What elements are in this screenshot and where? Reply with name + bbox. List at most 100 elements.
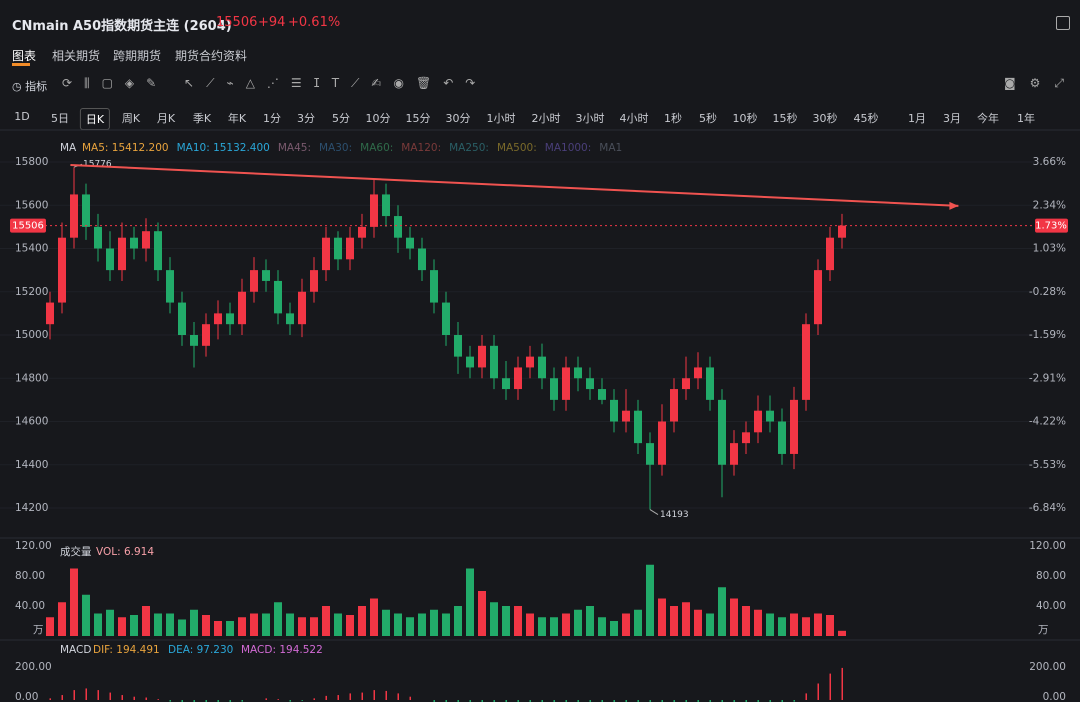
volume-bar	[118, 617, 126, 636]
timeframe[interactable]: 今年	[977, 112, 999, 125]
volume-tick-label: 120.00	[15, 540, 52, 552]
timeframe[interactable]: 周K	[121, 112, 141, 125]
legend-item: MA1000:	[545, 142, 592, 154]
timeframe[interactable]: 15分	[405, 112, 431, 125]
timeframe[interactable]: 5日	[51, 112, 69, 125]
candle	[838, 213, 846, 249]
timeframe[interactable]: 30秒	[812, 112, 838, 125]
volume-bar	[250, 613, 258, 636]
timeframe[interactable]: 季K	[192, 112, 212, 125]
candle-body	[334, 237, 342, 260]
candle-body	[166, 270, 174, 303]
candle-body	[538, 356, 546, 379]
y-tick-label: 15800	[15, 156, 48, 168]
timeframe[interactable]: 1分	[263, 112, 281, 125]
macd-bar	[265, 698, 267, 700]
timeframe[interactable]: 1小时	[486, 112, 516, 125]
macd-bar	[841, 667, 843, 700]
macd-bar	[85, 688, 87, 700]
timeframe[interactable]: 1D	[14, 110, 30, 123]
timeframe[interactable]: 15秒	[772, 112, 798, 125]
candle	[154, 222, 162, 281]
legend-item: MA5: 15412.200	[82, 142, 169, 154]
legend-item: MA120:	[401, 142, 441, 154]
candle-body	[814, 270, 822, 325]
candle-body	[682, 378, 690, 390]
drawing-tools[interactable]: ⟳⫼▢◈✎ ↖⟋⌁△⋰☰ⵊT⟋✍◉🗑↶↷	[62, 76, 488, 90]
timeframe[interactable]: 5秒	[699, 112, 717, 125]
timeframe[interactable]: 10分	[365, 112, 391, 125]
timeframe[interactable]: 年K	[227, 112, 247, 125]
collapse-icon[interactable]	[1056, 16, 1070, 30]
candle	[442, 291, 450, 346]
candle	[166, 257, 174, 314]
last-pct-label: 1.73%	[1035, 221, 1067, 232]
candle-body	[238, 291, 246, 325]
macd-bar	[625, 700, 627, 702]
candle-body	[622, 410, 630, 422]
macd-bar	[133, 696, 135, 700]
candle	[658, 404, 666, 476]
last-price-label: 15506	[12, 221, 44, 232]
volume-bar	[106, 609, 114, 636]
volume-bar	[550, 617, 558, 636]
volume-bar	[418, 613, 426, 636]
instrument-title: CNmain A50指数期货主连 (2604)	[12, 19, 232, 34]
macd-bar	[745, 700, 747, 702]
candle	[610, 389, 618, 433]
candle-body	[790, 399, 798, 454]
volume-bar	[310, 617, 318, 636]
candle	[682, 356, 690, 400]
candle	[634, 399, 642, 454]
tab[interactable]: 跨期期货	[113, 49, 162, 63]
volume-bar	[58, 602, 66, 636]
timeframe[interactable]: 3分	[297, 112, 315, 125]
timeframe[interactable]: 1秒	[664, 112, 682, 125]
candle-body	[802, 324, 810, 400]
candle	[358, 213, 366, 249]
volume-bar	[490, 602, 498, 636]
candle-body	[430, 270, 438, 303]
timeframe[interactable]: 2小时	[531, 112, 561, 125]
timeframe[interactable]: 3小时	[575, 112, 605, 125]
macd-bar	[685, 700, 687, 702]
timeframe[interactable]: 5分	[332, 112, 350, 125]
volume-bar	[658, 598, 666, 636]
timeframe[interactable]: 4小时	[619, 112, 649, 125]
tab[interactable]: 期货合约资料	[175, 49, 248, 63]
macd-bar	[445, 700, 447, 702]
timeframe[interactable]: 1年	[1017, 112, 1035, 125]
candle	[94, 213, 102, 262]
y-tick-label: 14400	[15, 459, 48, 471]
candle-body	[298, 291, 306, 325]
candle	[742, 421, 750, 454]
volume-bar	[166, 613, 174, 636]
y2-tick-label: -1.59%	[1029, 329, 1066, 341]
y2-tick-label: -0.28%	[1029, 286, 1066, 298]
macd-bar	[829, 673, 831, 700]
candle-body	[694, 367, 702, 379]
tab[interactable]: 相关期货	[52, 49, 101, 63]
timeframe[interactable]: 月K	[156, 112, 176, 125]
timeframe[interactable]: 3月	[943, 112, 961, 125]
y2-tick-label: 2.34%	[1033, 199, 1066, 211]
volume-bar	[586, 606, 594, 636]
y-tick-label: 15000	[15, 329, 48, 341]
candle-body	[418, 248, 426, 271]
toolbar-right[interactable]: ◙⚙⤢	[1004, 76, 1079, 90]
timeframe[interactable]: 1月	[908, 112, 926, 125]
indicator-button[interactable]: ◷ 指标	[12, 80, 48, 93]
candle-body	[202, 324, 210, 346]
timeframe[interactable]: 10秒	[732, 112, 758, 125]
volume-bar	[298, 617, 306, 636]
macd-bar	[481, 700, 483, 702]
candle-body	[322, 237, 330, 271]
timeframe[interactable]: 30分	[445, 112, 471, 125]
tab[interactable]: 图表	[12, 49, 37, 63]
timeframe[interactable]: 45秒	[853, 112, 879, 125]
macd-bar	[73, 690, 75, 700]
candle	[538, 343, 546, 390]
candle-body	[94, 226, 102, 249]
candle-body	[214, 313, 222, 325]
candle	[646, 432, 654, 510]
